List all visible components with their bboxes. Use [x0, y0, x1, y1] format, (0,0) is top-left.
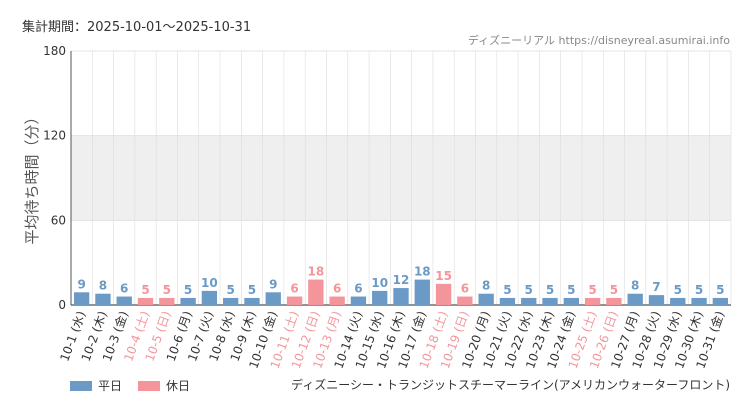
bar: [308, 279, 324, 305]
bar: [73, 292, 90, 305]
bar-value-label: 8: [482, 279, 490, 293]
bar-value-label: 5: [695, 283, 703, 297]
bar: [457, 296, 473, 305]
bar-value-label: 5: [163, 283, 171, 297]
legend-holiday[interactable]: 休日: [138, 377, 190, 394]
bar: [691, 297, 707, 305]
bar: [584, 297, 601, 305]
legend-weekday-label: 平日: [98, 379, 123, 393]
legend: 平日 休日: [70, 377, 206, 394]
bar-value-label: 5: [226, 283, 234, 297]
attraction-name: ディズニーシー・トランジットスチーマーライン(アメリカンウォーターフロント): [291, 378, 730, 392]
bar: [180, 297, 196, 305]
bar-value-label: 15: [435, 269, 452, 283]
bar-value-label: 10: [201, 276, 218, 290]
bar: [223, 297, 239, 305]
legend-weekday[interactable]: 平日: [70, 377, 122, 394]
bar-value-label: 5: [248, 283, 256, 297]
bar: [159, 297, 175, 305]
bar-value-label: 5: [141, 283, 149, 297]
bar-value-label: 5: [716, 283, 724, 297]
bar-value-label: 5: [503, 283, 511, 297]
bar: [521, 297, 537, 305]
bar: [563, 297, 579, 305]
bar-value-label: 7: [652, 280, 660, 294]
bar: [670, 297, 686, 305]
bar-value-label: 12: [393, 273, 410, 287]
bar: [393, 288, 409, 305]
bar: [265, 292, 281, 305]
bar: [95, 293, 111, 305]
bar-value-label: 5: [567, 283, 575, 297]
bar-value-label: 9: [77, 277, 85, 291]
bar: [350, 296, 367, 305]
period-label: 集計期間：2025-10-01〜2025-10-31: [22, 20, 252, 35]
bar: [435, 283, 452, 305]
site-credit[interactable]: ディズニーリアル https://disneyreal.asumirai.inf…: [467, 34, 730, 47]
bar-value-label: 8: [631, 279, 639, 293]
bar: [137, 297, 154, 305]
bar-value-label: 5: [546, 283, 554, 297]
bar: [201, 290, 218, 305]
bar: [286, 296, 303, 305]
bar: [542, 297, 558, 305]
y-tick-label: 180: [43, 44, 66, 58]
y-tick-label: 60: [51, 213, 66, 227]
bar: [627, 293, 643, 305]
bar: [499, 297, 516, 305]
bar: [478, 293, 494, 305]
bar: [712, 297, 729, 305]
bar-value-label: 18: [307, 265, 324, 279]
bar: [372, 290, 388, 305]
y-tick-label: 0: [58, 298, 66, 312]
legend-holiday-label: 休日: [166, 379, 191, 393]
bar-value-label: 10: [371, 276, 388, 290]
bar: [116, 296, 132, 305]
legend-holiday-swatch: [138, 380, 161, 391]
bar: [329, 296, 345, 305]
bar-value-label: 5: [588, 283, 596, 297]
bar-value-label: 5: [610, 283, 618, 297]
legend-weekday-swatch: [70, 380, 92, 391]
bar-value-label: 8: [99, 279, 107, 293]
bar-value-label: 6: [333, 282, 341, 296]
y-axis-label: 平均待ち時間（分）: [23, 109, 41, 244]
bar-value-label: 6: [290, 282, 298, 296]
bar-value-label: 5: [674, 283, 682, 297]
y-tick-label: 120: [43, 129, 66, 143]
bar-value-label: 9: [269, 277, 277, 291]
bar-value-label: 5: [525, 283, 533, 297]
bar-value-label: 6: [461, 282, 469, 296]
highlight-band: [71, 135, 731, 221]
bar-value-label: 6: [354, 282, 362, 296]
bar: [606, 297, 622, 305]
bar: [648, 295, 665, 305]
bar-value-label: 5: [184, 283, 192, 297]
bar: [244, 297, 260, 305]
bar: [414, 279, 430, 305]
bar-value-label: 18: [414, 265, 431, 279]
bar-value-label: 6: [120, 282, 128, 296]
